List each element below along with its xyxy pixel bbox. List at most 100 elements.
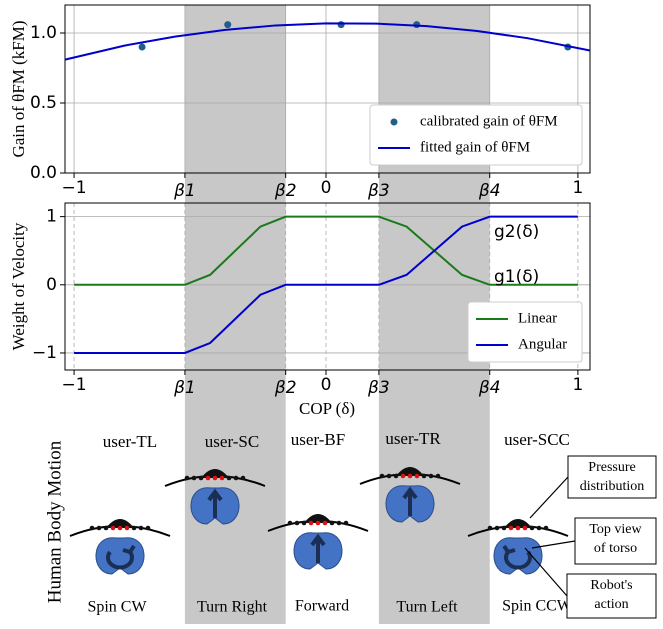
sensor-dot <box>329 520 335 526</box>
action-arrow <box>402 486 418 516</box>
x-tick-label: −1 <box>62 178 87 198</box>
action-label: Forward <box>295 598 349 615</box>
sensor-dot <box>184 475 190 481</box>
x-tick-label: 1 <box>572 178 583 198</box>
action-arrow <box>106 544 136 570</box>
torso-icon <box>467 519 569 575</box>
data-point <box>337 21 345 29</box>
sensor-dot <box>233 475 239 481</box>
x-tick-label: β1 <box>173 378 196 398</box>
x-tick-label: 0 <box>321 375 332 395</box>
action-arrow <box>310 533 326 563</box>
sensor-dot <box>428 473 434 479</box>
x-tick-label: β1 <box>173 181 196 201</box>
legend-label: calibrated gain of θFM <box>420 113 558 129</box>
user-label: user-SC <box>205 432 259 451</box>
x-tick-label: 0 <box>321 178 332 198</box>
torso-icon <box>69 519 171 575</box>
x-tick-label: −1 <box>62 375 87 395</box>
torso-icon <box>267 514 369 570</box>
legend-box <box>467 301 583 363</box>
legend-label: fitted gain of θFM <box>420 139 530 155</box>
data-line <box>74 215 578 286</box>
data-line <box>64 22 591 61</box>
sensor-dot <box>138 525 144 531</box>
y-tick-label: 0.0 <box>30 163 57 183</box>
sensor-dot <box>393 473 399 479</box>
callout-text: of torso <box>594 541 637 556</box>
sensor-dot <box>522 525 528 531</box>
sensor-dot <box>219 475 225 481</box>
sensor-dot <box>110 525 116 531</box>
callout-text: Top view <box>589 522 642 537</box>
x-tick-label: β3 <box>367 181 390 201</box>
plot-frame <box>64 202 591 371</box>
sensor-dot <box>308 520 314 526</box>
data-point <box>138 43 146 51</box>
sensor-dot <box>400 473 406 479</box>
y-tick-label: 0.5 <box>30 93 57 113</box>
sensor-dot <box>379 473 385 479</box>
sensor-dot <box>145 525 151 531</box>
x-tick-label: β2 <box>274 181 297 201</box>
motion-title: Human Body Motion <box>44 440 65 603</box>
user-label: user-TL <box>103 432 157 451</box>
sensor-dot <box>421 473 427 479</box>
sensor-dot <box>226 475 232 481</box>
legend-box <box>369 104 583 166</box>
action-label: Turn Left <box>396 599 458 616</box>
sensor-dot <box>205 475 211 481</box>
sensor-dot <box>212 475 218 481</box>
sensor-dot <box>529 525 535 531</box>
sensor-dot <box>124 525 130 531</box>
legend-label: Angular <box>518 336 567 352</box>
action-label: Turn Right <box>197 599 268 616</box>
callout-text: Pressure <box>588 460 635 475</box>
legend-marker <box>390 118 398 126</box>
callout-box <box>567 455 657 499</box>
sensor-dot <box>294 520 300 526</box>
y-axis-label: Weight of Velocity <box>9 222 28 350</box>
callout-text: distribution <box>580 479 645 494</box>
callout-arrow <box>524 547 568 597</box>
shaded-band <box>184 5 286 624</box>
user-label: user-TR <box>385 429 441 448</box>
y-tick-label: 1.0 <box>30 23 57 43</box>
y-tick-label: 0 <box>46 275 57 295</box>
x-tick-label: β2 <box>274 378 297 398</box>
y-tick-label: 1 <box>46 207 57 227</box>
legend-label: Linear <box>518 310 557 326</box>
sensor-dot <box>487 525 493 531</box>
sensor-dot <box>343 520 349 526</box>
sensor-dot <box>515 525 521 531</box>
callout-text: Robot's <box>590 578 632 593</box>
user-label: user-BF <box>291 430 345 449</box>
callout-box <box>566 573 657 619</box>
sensor-dot <box>336 520 342 526</box>
annotation: g2(δ) <box>494 222 539 242</box>
action-arrow <box>502 544 532 570</box>
data-point <box>224 21 232 29</box>
torso-icon <box>164 469 266 525</box>
sensor-dot <box>301 520 307 526</box>
sensor-dot <box>240 475 246 481</box>
sensor-dot <box>407 473 413 479</box>
sensor-dot <box>501 525 507 531</box>
sensor-dot <box>543 525 549 531</box>
y-axis-label: Gain of θFM (kFM) <box>9 20 28 157</box>
sensor-dot <box>198 475 204 481</box>
sensor-dot <box>414 473 420 479</box>
data-line <box>74 215 578 354</box>
action-label: Spin CW <box>87 599 147 616</box>
sensor-dot <box>494 525 500 531</box>
x-tick-label: β4 <box>478 378 501 398</box>
callout-arrow <box>531 540 576 549</box>
action-arrow <box>207 488 223 518</box>
x-tick-label: β4 <box>478 181 501 201</box>
annotation: g1(δ) <box>494 267 539 287</box>
sensor-dot <box>96 525 102 531</box>
sensor-dot <box>287 520 293 526</box>
sensor-dot <box>89 525 95 531</box>
callout-arrow <box>529 476 569 519</box>
sensor-dot <box>322 520 328 526</box>
